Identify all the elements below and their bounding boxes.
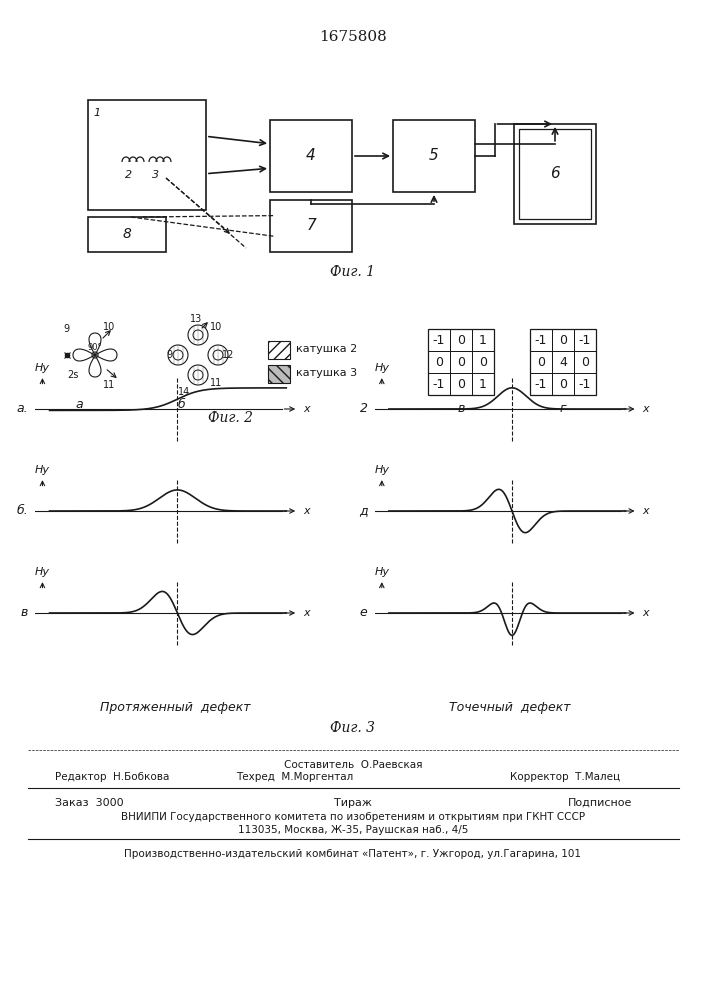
Text: г: г [560, 402, 566, 416]
Text: x: x [642, 404, 649, 414]
Text: Hy: Hy [35, 465, 50, 475]
Text: 4: 4 [559, 356, 567, 368]
Text: а.: а. [17, 402, 28, 416]
Text: 1675808: 1675808 [319, 30, 387, 44]
Text: Подписное: Подписное [568, 798, 632, 808]
Text: 14: 14 [178, 387, 190, 397]
Text: x: x [303, 608, 310, 618]
Bar [268, 365, 290, 383]
Bar [428, 329, 494, 395]
Text: Точечный  дефект: Точечный дефект [449, 700, 571, 714]
Text: 2: 2 [360, 402, 368, 416]
Text: -1: -1 [534, 334, 547, 347]
Text: 10: 10 [210, 322, 222, 332]
Text: 0: 0 [457, 334, 465, 347]
Text: 12: 12 [222, 350, 235, 360]
Text: 6: 6 [550, 166, 560, 182]
Text: x: x [642, 608, 649, 618]
Text: 0: 0 [537, 356, 545, 368]
Text: -1: -1 [433, 334, 445, 347]
Bar [530, 329, 596, 395]
Text: x: x [642, 506, 649, 516]
Text: 0: 0 [559, 334, 567, 347]
Text: 2s: 2s [67, 370, 78, 380]
Bar [270, 120, 352, 192]
Text: 11: 11 [103, 380, 115, 390]
Text: 8: 8 [122, 228, 132, 241]
Bar [514, 124, 596, 224]
Text: д: д [359, 504, 368, 518]
Text: Тираж: Тираж [334, 798, 372, 808]
Text: 1: 1 [479, 334, 487, 347]
Text: Фиг. 2: Фиг. 2 [207, 411, 252, 425]
Text: 1: 1 [93, 108, 100, 118]
Text: 5: 5 [429, 148, 439, 163]
Text: Протяженный  дефект: Протяженный дефект [100, 700, 250, 714]
Text: ВНИИПИ Государственного комитета по изобретениям и открытиям при ГКНТ СССР: ВНИИПИ Государственного комитета по изоб… [121, 812, 585, 822]
Text: в: в [21, 606, 28, 619]
Bar [88, 217, 166, 252]
Bar [519, 129, 591, 219]
Text: Составитель  О.Раевская: Составитель О.Раевская [284, 760, 422, 770]
Text: 0: 0 [581, 356, 589, 368]
Text: Техред  М.Моргентал: Техред М.Моргентал [236, 772, 354, 782]
Text: Фиг. 1: Фиг. 1 [330, 265, 375, 279]
Text: 7: 7 [306, 219, 316, 233]
Bar [270, 200, 352, 252]
Text: Hy: Hy [374, 465, 390, 475]
Text: -1: -1 [579, 377, 591, 390]
Text: в: в [457, 402, 464, 416]
Text: Hy: Hy [35, 567, 50, 577]
Text: б.: б. [16, 504, 28, 518]
Text: 2: 2 [125, 170, 133, 180]
Text: 11: 11 [210, 378, 222, 388]
Text: 13: 13 [190, 314, 202, 324]
Text: x: x [303, 506, 310, 516]
Text: 4: 4 [306, 148, 316, 163]
Text: Hy: Hy [35, 363, 50, 373]
Bar [268, 341, 290, 359]
Text: е: е [360, 606, 368, 619]
Text: 113035, Москва, Ж-35, Раушская наб., 4/5: 113035, Москва, Ж-35, Раушская наб., 4/5 [238, 825, 468, 835]
Text: Корректор  Т.Малец: Корректор Т.Малец [510, 772, 620, 782]
Text: 9: 9 [166, 350, 172, 360]
Text: 90°: 90° [87, 343, 102, 352]
Text: x: x [303, 404, 310, 414]
Text: -1: -1 [433, 377, 445, 390]
Text: 0: 0 [479, 356, 487, 368]
Text: б: б [178, 398, 186, 411]
Text: 0: 0 [457, 377, 465, 390]
Text: -1: -1 [534, 377, 547, 390]
Text: 0: 0 [457, 356, 465, 368]
Bar [88, 100, 206, 210]
Text: Фиг. 3: Фиг. 3 [330, 721, 375, 735]
Text: -1: -1 [579, 334, 591, 347]
Text: катушка 2: катушка 2 [296, 344, 357, 354]
Text: 9: 9 [63, 324, 69, 334]
Text: 0: 0 [435, 356, 443, 368]
Text: Hy: Hy [374, 567, 390, 577]
Text: Hy: Hy [374, 363, 390, 373]
Text: 1: 1 [479, 377, 487, 390]
Text: Производственно-издательский комбинат «Патент», г. Ужгород, ул.Гагарина, 101: Производственно-издательский комбинат «П… [124, 849, 581, 859]
Bar [393, 120, 475, 192]
Text: Редактор  Н.Бобкова: Редактор Н.Бобкова [55, 772, 170, 782]
Text: а: а [75, 398, 83, 411]
Text: 0: 0 [559, 377, 567, 390]
Text: 3: 3 [153, 170, 160, 180]
Text: 10: 10 [103, 322, 115, 332]
Text: катушка 3: катушка 3 [296, 368, 357, 378]
Text: Заказ  3000: Заказ 3000 [55, 798, 124, 808]
